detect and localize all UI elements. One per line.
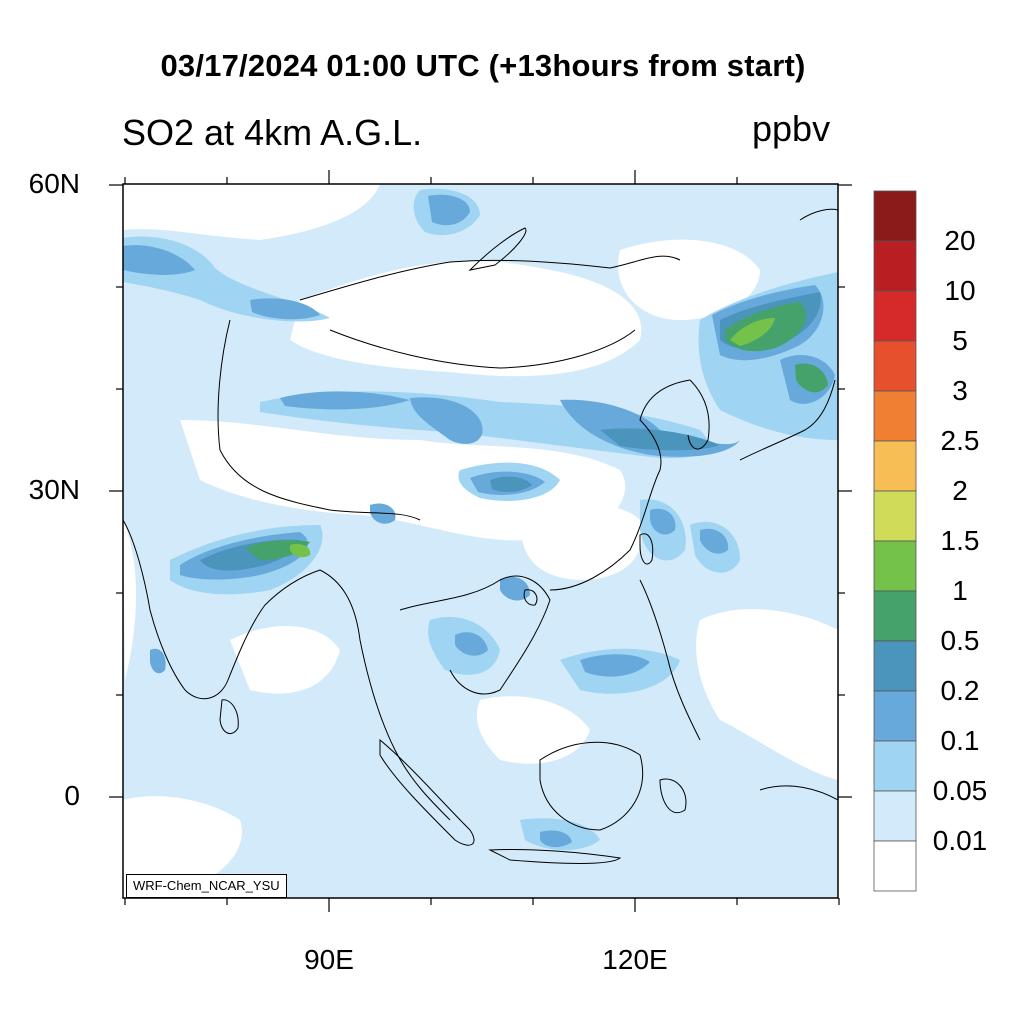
colorbar-label: 5 [952, 325, 968, 356]
coast-sumatra [379, 738, 475, 846]
clean-region-south-china [520, 505, 642, 580]
coast-java [488, 848, 622, 864]
plume-mongolia-west [250, 298, 320, 320]
lon-label-120e: 120E [602, 944, 668, 975]
lat-label-60n: 60N [28, 168, 80, 199]
coast-sakhalin [799, 208, 838, 221]
colorbar-label: 1.5 [940, 525, 980, 556]
map-title: 03/17/2024 01:00 UTC (+13hours from star… [160, 48, 806, 83]
colorbar-swatch [873, 190, 917, 242]
clean-region-pacific [696, 609, 838, 780]
colorbar-label: 0.1 [940, 725, 980, 756]
coast-hainan [523, 589, 538, 606]
axis-ticks [109, 170, 852, 912]
plume-cambodia [455, 632, 488, 656]
plume-java [540, 830, 572, 848]
colorbar-swatch [873, 390, 917, 442]
plume-qinghai [410, 397, 483, 444]
colorbar-swatch [873, 290, 917, 342]
plume-sri-lanka [150, 648, 166, 674]
concentration-field [123, 184, 838, 898]
plume-sichuan-dark [490, 476, 532, 493]
colorbar-label: 2.5 [940, 425, 980, 456]
colorbar-label: 0.5 [940, 625, 980, 656]
plume-siberia-core [428, 194, 470, 226]
coast-taiwan [639, 533, 654, 565]
plume-taiwan-strait [650, 508, 676, 535]
lat-label-equator: 0 [64, 780, 80, 811]
plume-northern-china-band [260, 391, 708, 459]
model-credit: WRF-Chem_NCAR_YSU [126, 874, 287, 898]
colorbar-swatch [873, 490, 917, 542]
clean-region-arabian-sea [123, 520, 137, 680]
clean-region-indian-ocean [123, 796, 242, 898]
variable-label: SO2 at 4km A.G.L. [122, 112, 423, 153]
colorbar-swatch [873, 240, 917, 292]
clean-region-mongolia [290, 261, 642, 377]
coast-japan [739, 379, 836, 461]
colorbar-label: 3 [952, 375, 968, 406]
coast-burma-malay [319, 569, 451, 821]
hotspot-sea-of-japan [795, 363, 828, 393]
colorbar-swatch [873, 590, 917, 642]
units-label: ppbv [752, 108, 831, 149]
clean-region-tibet [180, 420, 626, 541]
border-mongolia-china [329, 329, 636, 369]
border-russia-mongolia [299, 255, 681, 301]
coast-sri-lanka [219, 699, 239, 735]
coast-borneo [539, 741, 644, 831]
colorbar-swatch [873, 840, 917, 892]
colorbar-swatch [873, 740, 917, 792]
border-china-west [217, 319, 421, 521]
map-frame [122, 183, 839, 899]
colorbar-label: 10 [944, 275, 976, 306]
coast-new-guinea [759, 785, 838, 801]
colorbar-label: 20 [944, 225, 976, 256]
lon-label-90e: 90E [304, 944, 354, 975]
coast-china-east [549, 379, 691, 591]
clean-region-northeast [618, 239, 760, 320]
plume-korea-band [600, 428, 720, 451]
colorbar-swatch [873, 640, 917, 692]
colorbar [873, 190, 917, 892]
clean-region-northwest [123, 184, 380, 240]
colorbar-label: 2 [952, 475, 968, 506]
plume-guangdong [500, 576, 530, 601]
coastlines [123, 208, 838, 864]
colorbar-label: 0.01 [932, 825, 988, 856]
colorbar-label: 1 [952, 575, 968, 606]
plume-ryukyu [700, 528, 729, 554]
clean-region-borneo-sea [476, 696, 590, 764]
coast-sulawesi [659, 778, 687, 813]
lat-label-30n: 30N [28, 474, 80, 505]
coast-baikal [468, 227, 527, 271]
plume-tibet-band [280, 391, 410, 410]
plume-philippines-core [580, 654, 650, 677]
colorbar-label: 0.05 [932, 775, 988, 806]
colorbar-swatch [873, 690, 917, 742]
clean-region-bay-of-bengal [230, 626, 340, 694]
hotspot-bangladesh-peak [290, 544, 311, 558]
colorbar-label: 0.2 [940, 675, 980, 706]
coast-indochina [399, 575, 551, 695]
hotspot-manchuria-peak [730, 318, 775, 346]
plume-kazakhstan-core [123, 245, 195, 275]
coast-philippines [639, 579, 701, 741]
colorbar-swatch [873, 440, 917, 492]
colorbar-swatch [873, 540, 917, 592]
coast-india [123, 519, 321, 700]
coast-korea [687, 379, 710, 450]
colorbar-swatch [873, 340, 917, 392]
colorbar-swatch [873, 790, 917, 842]
